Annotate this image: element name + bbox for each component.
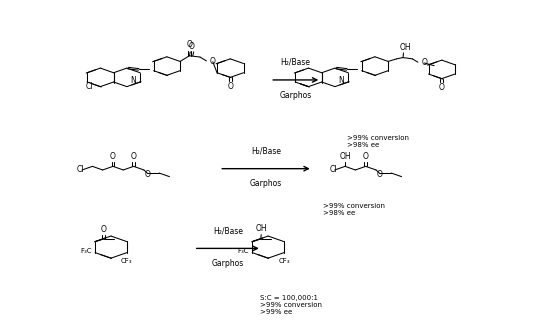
Text: O: O: [439, 83, 444, 92]
Text: OH: OH: [399, 43, 411, 52]
Text: Cl: Cl: [77, 165, 84, 174]
Text: S:C = 100,000:1
>99% conversion
>99% ee: S:C = 100,000:1 >99% conversion >99% ee: [260, 295, 322, 315]
Text: O: O: [186, 40, 192, 49]
Text: H₂/Base: H₂/Base: [251, 146, 281, 155]
Text: >99% conversion
>98% ee: >99% conversion >98% ee: [323, 203, 385, 216]
Text: CF₃: CF₃: [121, 258, 133, 264]
Text: O: O: [210, 57, 216, 66]
Text: O: O: [377, 170, 383, 179]
Text: O: O: [227, 82, 233, 91]
Text: N: N: [130, 76, 136, 86]
Text: >99% conversion
>98% ee: >99% conversion >98% ee: [347, 135, 409, 148]
Text: OH: OH: [339, 152, 351, 161]
Text: O: O: [363, 152, 369, 161]
Text: O: O: [101, 225, 107, 234]
Text: Garphos: Garphos: [250, 179, 282, 188]
Text: O: O: [110, 152, 116, 161]
Text: F₃C: F₃C: [237, 248, 249, 255]
Text: Garphos: Garphos: [279, 91, 312, 100]
Text: H₂/Base: H₂/Base: [281, 57, 311, 66]
Text: H₂/Base: H₂/Base: [213, 226, 243, 235]
Text: F₃C: F₃C: [80, 248, 92, 255]
Text: Cl: Cl: [330, 165, 337, 174]
Text: O: O: [145, 170, 151, 179]
Text: Garphos: Garphos: [212, 259, 244, 268]
Text: Cl: Cl: [85, 82, 93, 91]
Text: N: N: [339, 76, 345, 86]
Text: CF₃: CF₃: [278, 258, 290, 264]
Text: O: O: [130, 152, 136, 161]
Text: O: O: [421, 58, 427, 67]
Text: OH: OH: [256, 224, 267, 233]
Text: O: O: [189, 42, 195, 51]
